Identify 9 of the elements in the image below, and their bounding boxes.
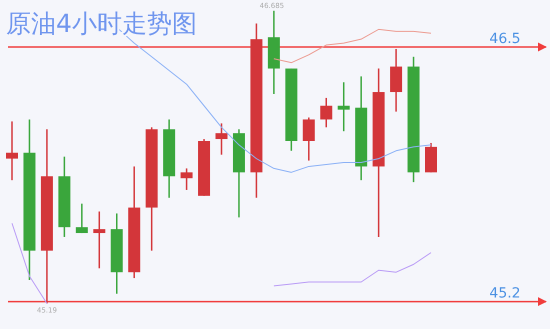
candlestick <box>93 210 106 270</box>
candlestick <box>302 116 315 162</box>
candlestick <box>6 120 18 181</box>
candlestick <box>76 202 88 234</box>
ref-line-label: 46.5 <box>489 31 521 47</box>
candlestick <box>320 97 332 128</box>
candlestick <box>180 168 193 191</box>
candlestick <box>216 122 228 156</box>
ref-line-label: 45.2 <box>489 286 521 302</box>
